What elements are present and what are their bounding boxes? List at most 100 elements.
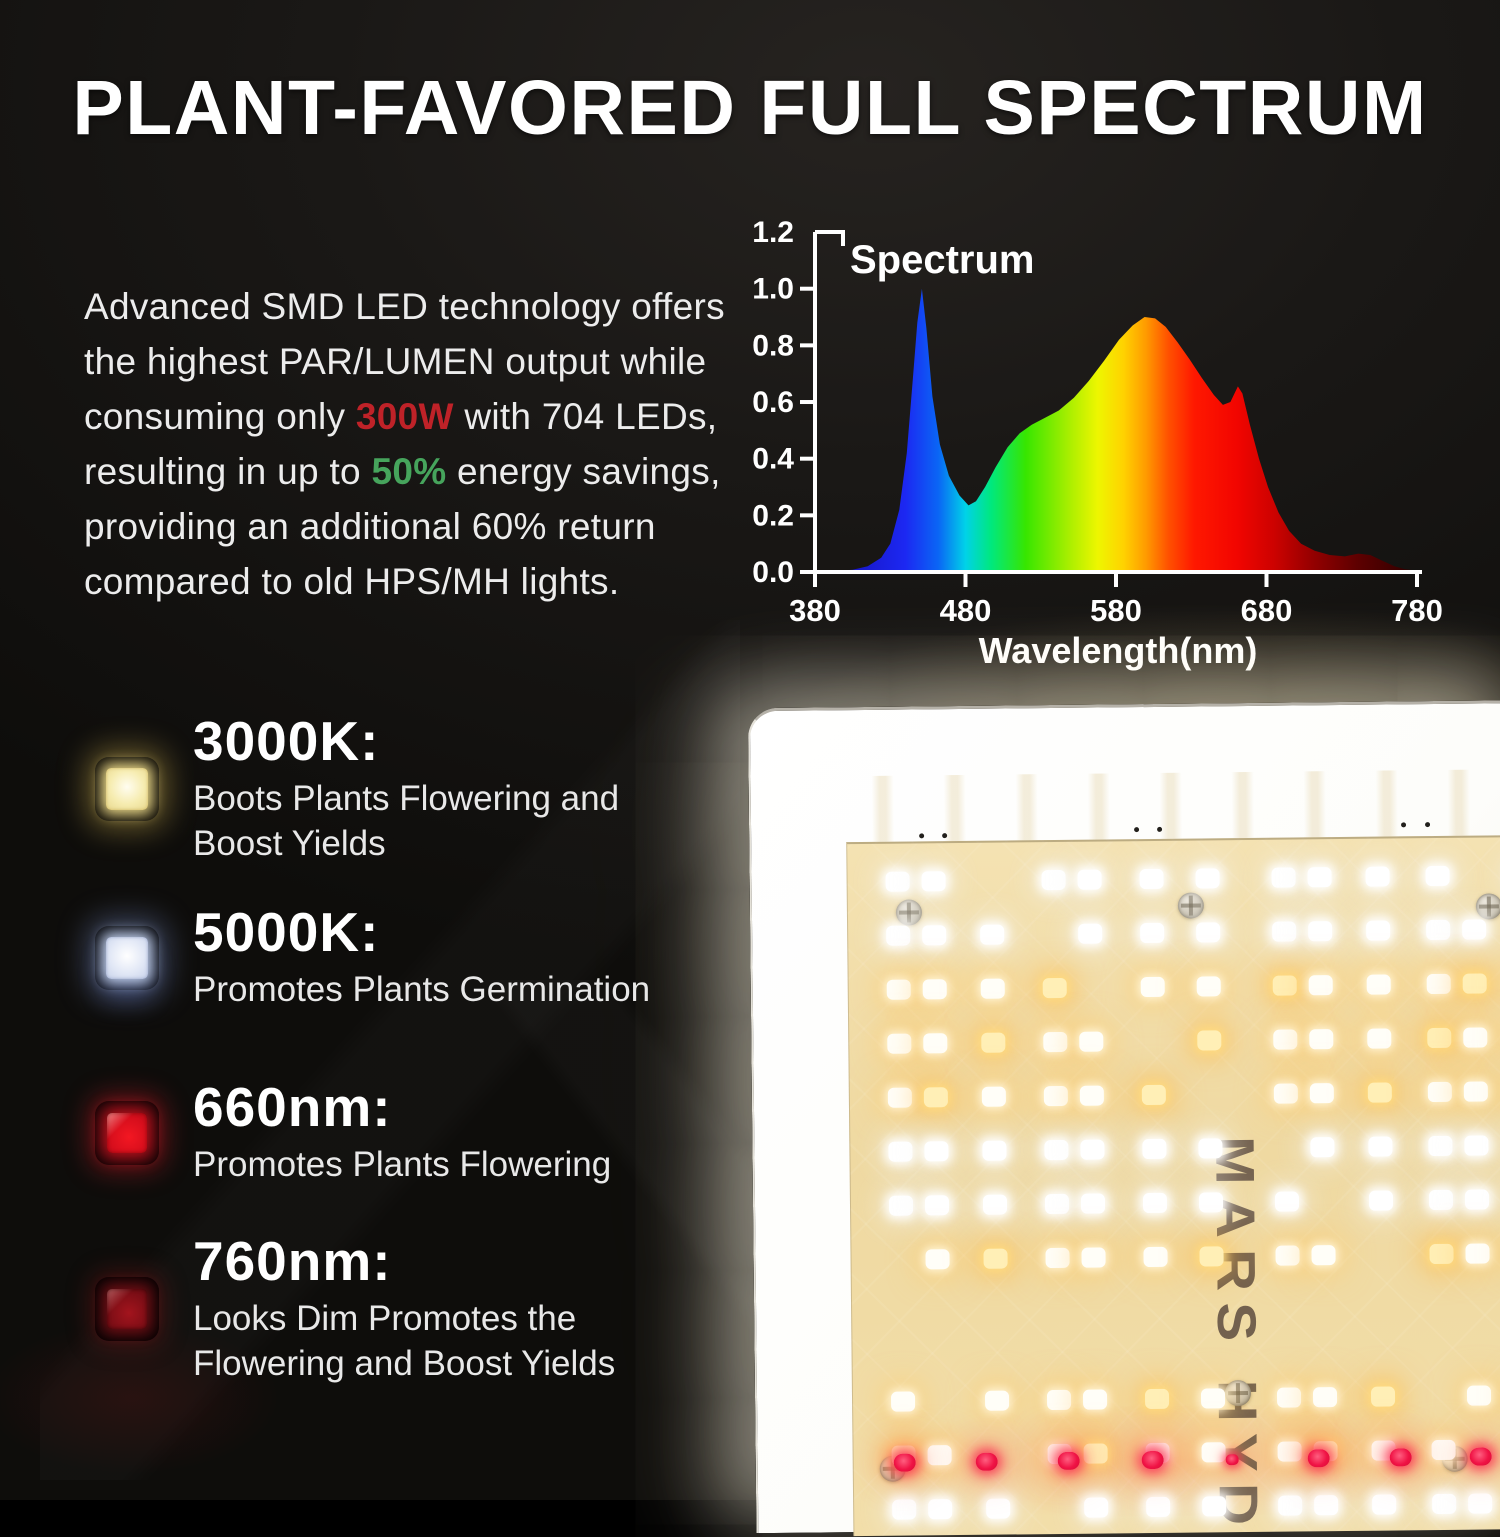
warm-white-led	[1312, 1387, 1338, 1408]
red-led	[1225, 1454, 1239, 1466]
feature-item-5000k: 5000K: Promotes Plants Germination	[95, 903, 650, 1012]
warm-white-led	[887, 1033, 912, 1054]
cool-white-led	[886, 925, 911, 946]
panel-frame-light-rays	[845, 769, 1500, 843]
cool-white-led	[1198, 1192, 1224, 1213]
cool-white-led	[922, 925, 947, 946]
warm-white-led	[1201, 1442, 1226, 1463]
intro-paragraph: Advanced SMD LED technology offers the h…	[84, 279, 732, 609]
red-led	[1141, 1450, 1164, 1470]
intro-text: with 704 LEDs, resulting in up to	[84, 396, 718, 492]
cool-white-led	[1142, 1138, 1167, 1160]
cool-white-led	[1428, 1189, 1454, 1211]
cool-white-led	[924, 1195, 950, 1216]
warm-white-led	[1308, 975, 1333, 996]
warm-white-led	[1277, 1441, 1302, 1462]
warm-white-led	[927, 1445, 952, 1466]
cool-white-led	[1077, 869, 1102, 890]
warm-white-led	[886, 979, 911, 1000]
chart-title: Spectrum	[850, 238, 1035, 282]
cool-white-led	[1044, 1139, 1069, 1161]
cool-white-led	[1080, 1193, 1106, 1214]
feature-description: Promotes Plants Flowering	[193, 1145, 612, 1184]
cool-white-led	[1468, 1493, 1493, 1514]
cool-white-led	[1307, 867, 1332, 888]
warm-white-led	[981, 1086, 1006, 1107]
cool-white-led	[1432, 1493, 1457, 1515]
y-axis-cap	[815, 230, 845, 246]
red-led	[1057, 1451, 1080, 1471]
x-axis-label: Wavelength(nm)	[979, 630, 1258, 671]
spectrum-chart: 0.0 0.2 0.4 0.6 0.8 1.0 1.2 380 480 580 680 780 Spec…	[750, 215, 1450, 685]
cool-white-led	[885, 871, 910, 892]
led-die	[106, 936, 148, 979]
warm-white-led	[1276, 1387, 1302, 1408]
y-tick-label: 0.2	[752, 499, 794, 532]
x-tick-label: 480	[940, 593, 992, 628]
warm-white-led	[1431, 1439, 1456, 1461]
feature-heading: 5000K:	[193, 901, 380, 963]
warm-white-led	[1200, 1388, 1226, 1409]
page-title: PLANT-FAVORED FULL SPECTRUM	[72, 65, 1428, 151]
warm-white-led	[1272, 975, 1297, 996]
warm-white-led	[1427, 1027, 1452, 1049]
frame-rivet	[1425, 822, 1431, 828]
y-tick-label: 0.4	[752, 443, 794, 476]
warm-white-led	[925, 1249, 950, 1270]
warm-white-led	[1144, 1388, 1170, 1410]
warm-white-led	[1140, 976, 1165, 998]
warm-white-led	[1042, 977, 1067, 999]
frame-rivet	[942, 833, 948, 839]
warm-white-led	[1370, 1386, 1396, 1407]
warm-white-led	[1275, 1245, 1300, 1266]
cool-white-led	[888, 1141, 913, 1162]
cool-white-led	[1084, 1497, 1109, 1518]
cool-white-led	[1308, 921, 1333, 942]
cool-white-led	[1278, 1495, 1303, 1516]
x-tick-label: 680	[1241, 593, 1293, 628]
y-tick-label: 0.6	[752, 386, 794, 419]
feature-description: Promotes Plants Germination	[193, 970, 651, 1009]
warm-white-led	[1429, 1243, 1454, 1265]
cool-white-led	[924, 1141, 949, 1162]
warm-white-led	[1199, 1246, 1224, 1267]
screw-icon	[1177, 892, 1205, 919]
warm-white-led	[1045, 1247, 1070, 1269]
y-tick-label: 1.0	[752, 273, 794, 306]
warm-white-led	[1366, 974, 1391, 995]
screw-icon	[895, 899, 923, 926]
warm-white-led	[1311, 1245, 1336, 1266]
deep-red-led-icon	[95, 1277, 159, 1341]
cool-white-led	[1196, 922, 1221, 943]
cool-white-led	[1368, 1190, 1394, 1211]
cool-white-led	[1366, 920, 1391, 941]
warm-white-led	[1309, 1029, 1334, 1050]
red-led	[1307, 1449, 1330, 1468]
warm-white-led	[923, 1033, 948, 1054]
cool-white-led	[1272, 921, 1297, 942]
warm-white-led	[1426, 973, 1451, 995]
cool-white-led	[1139, 868, 1164, 890]
intro-text: Advanced SMD LED technology offers the h…	[84, 286, 725, 437]
cool-white-led	[1041, 869, 1066, 891]
cool-white-led-icon	[95, 925, 159, 990]
warm-white-led	[923, 1087, 948, 1108]
intro-wattage-highlight: 300W	[355, 396, 454, 437]
frame-rivet	[1134, 827, 1140, 833]
feature-item-3000k: 3000K: Boots Plants Flowering and Boost …	[95, 712, 713, 866]
feature-description: Boots Plants Flowering and Boost Yields	[193, 779, 620, 863]
screw-icon	[1224, 1379, 1252, 1407]
warm-white-led	[1082, 1389, 1108, 1410]
cool-white-led	[1372, 1494, 1397, 1515]
warm-white-led	[1197, 1030, 1222, 1051]
frame-rivet	[919, 833, 925, 839]
cool-white-led	[1425, 865, 1450, 887]
warm-white-led	[1466, 1385, 1492, 1406]
cool-white-led	[1080, 1139, 1105, 1160]
red-led	[1389, 1448, 1412, 1467]
warm-white-led	[1427, 1081, 1452, 1103]
led-board: MARS HYDRO	[846, 835, 1500, 1537]
y-tick-label: 1.2	[752, 216, 794, 249]
warm-white-led	[981, 1032, 1006, 1053]
x-tick-label: 380	[789, 593, 841, 628]
